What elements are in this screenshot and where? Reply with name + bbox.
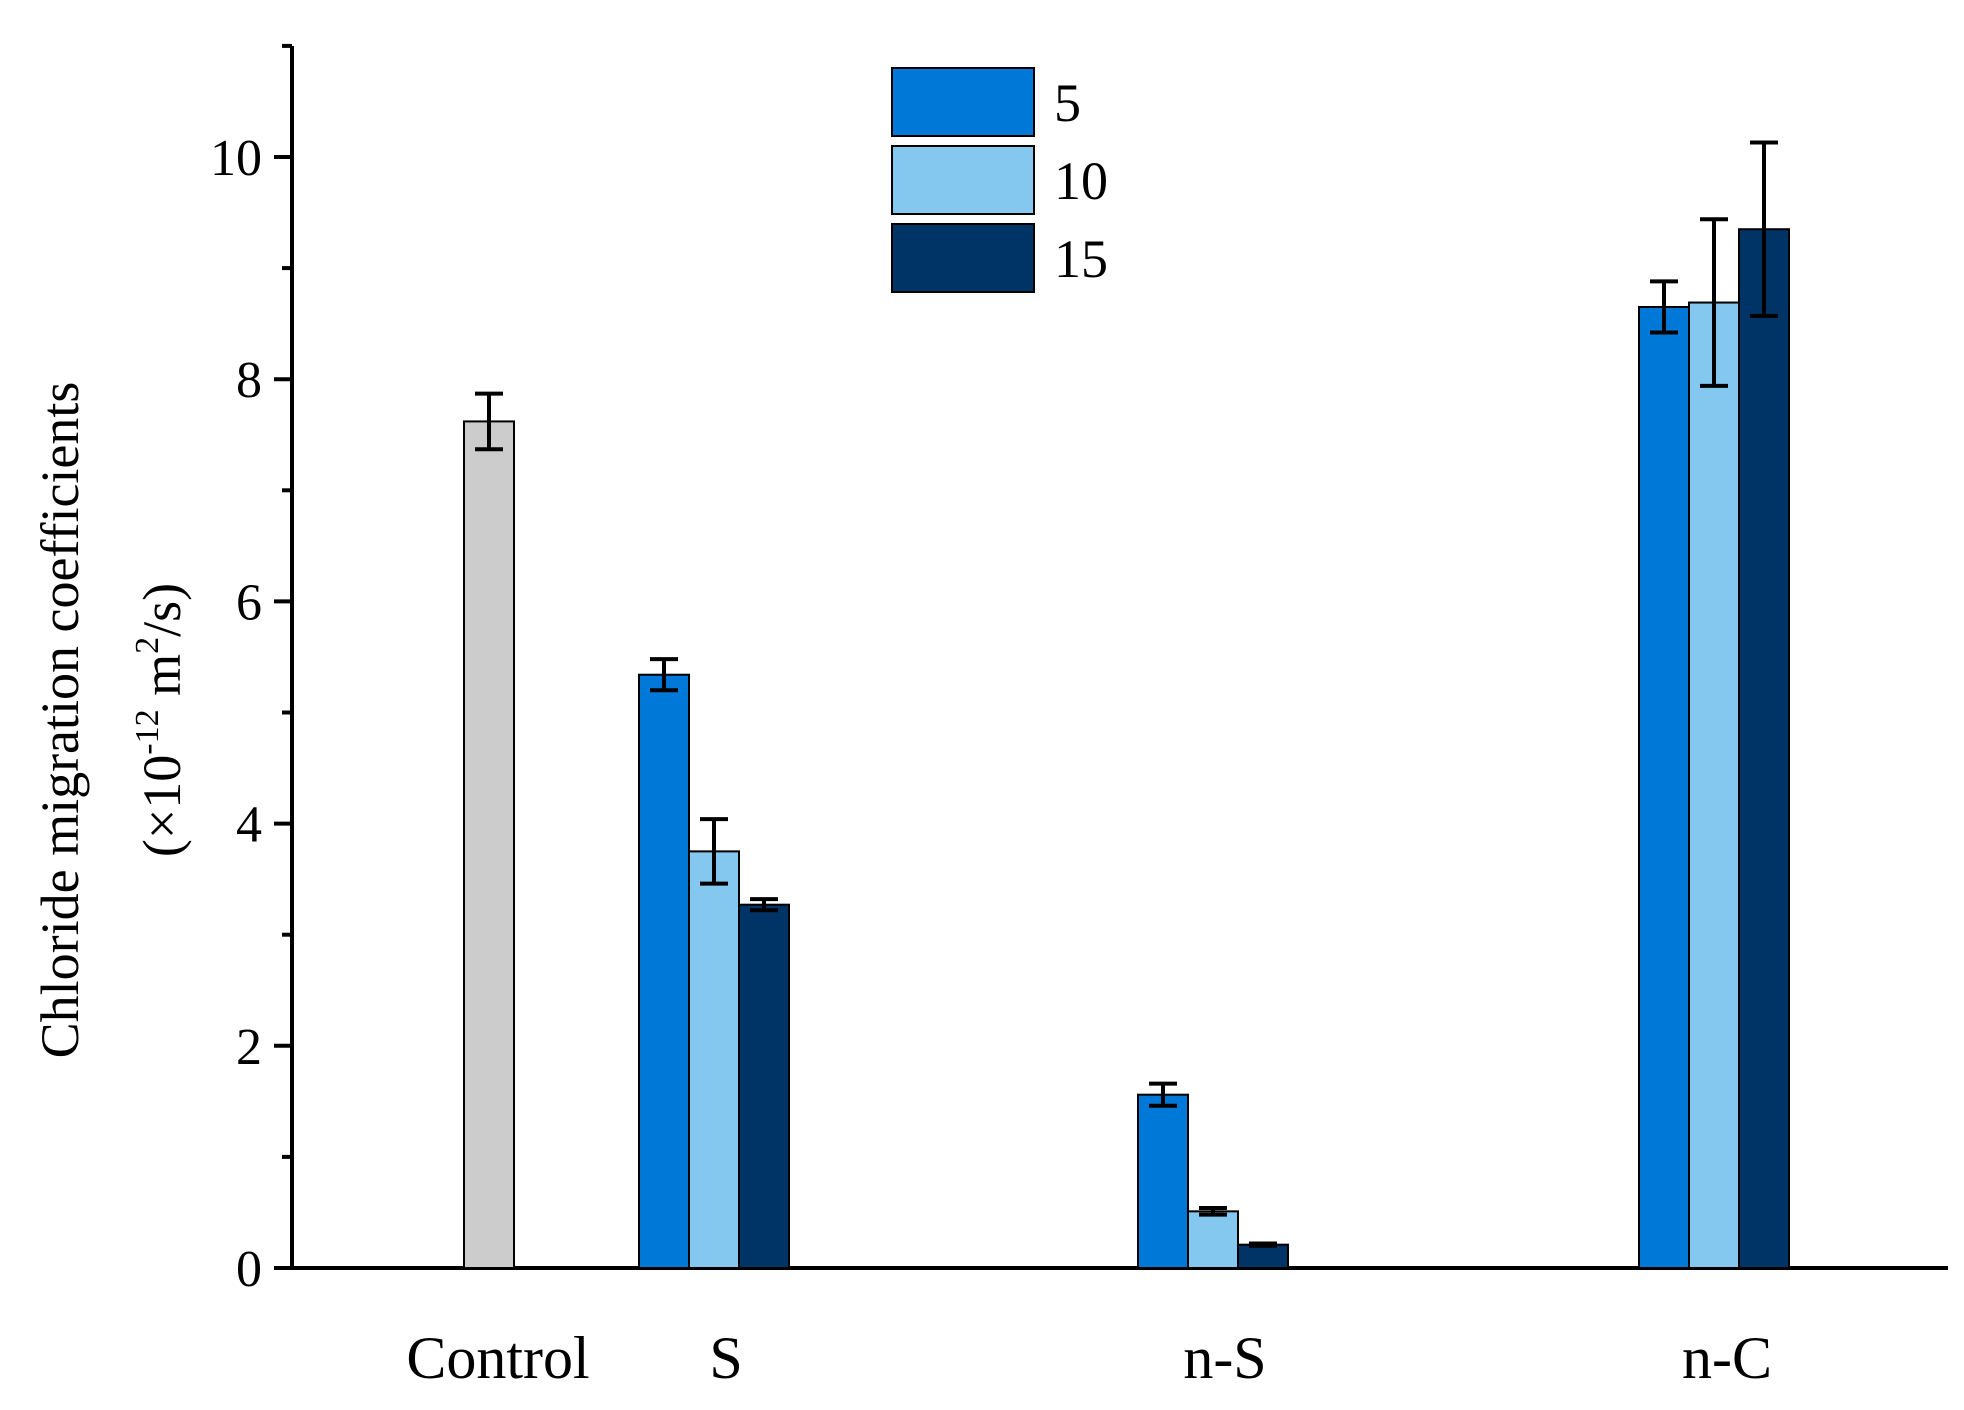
legend-label: 5 <box>1054 73 1081 133</box>
bars <box>463 228 1790 1270</box>
bar-n-C-5 <box>1638 305 1690 1269</box>
y-tick-label: 10 <box>210 130 262 187</box>
x-category-label: S <box>709 1325 742 1391</box>
y-axis-label-line2: (×10-12 m2/s) <box>129 583 192 857</box>
x-category-label: n-S <box>1183 1325 1266 1391</box>
legend-swatch <box>891 145 1035 215</box>
bar-n-C-15 <box>1738 228 1790 1270</box>
legend-swatch <box>891 223 1035 293</box>
x-category-label: n-C <box>1682 1325 1772 1391</box>
legend-label: 15 <box>1054 229 1108 289</box>
error-bars <box>475 140 1778 1248</box>
bar-control <box>463 420 515 1269</box>
y-tick-label: 2 <box>236 1019 262 1076</box>
bar-n-S-15 <box>1237 1243 1289 1269</box>
legend-label: 10 <box>1054 151 1108 211</box>
y-tick-label: 6 <box>236 574 262 631</box>
bar-n-C-10 <box>1688 301 1740 1269</box>
bar-S-15 <box>738 903 790 1269</box>
bar-S-5 <box>638 673 690 1269</box>
legend: 5 10 15 <box>891 67 1108 293</box>
legend-swatch <box>891 67 1035 137</box>
y-tick-label: 8 <box>236 352 262 409</box>
bar-n-S-10 <box>1187 1210 1239 1269</box>
y-tick-label: 4 <box>236 797 262 854</box>
y-axis-label-line1: Chloride migration coefficients <box>30 382 90 1059</box>
bar-n-S-5 <box>1137 1093 1189 1269</box>
x-category-label: Control <box>406 1325 589 1391</box>
bar-S-10 <box>688 850 740 1269</box>
y-tick-label: 0 <box>236 1241 262 1298</box>
